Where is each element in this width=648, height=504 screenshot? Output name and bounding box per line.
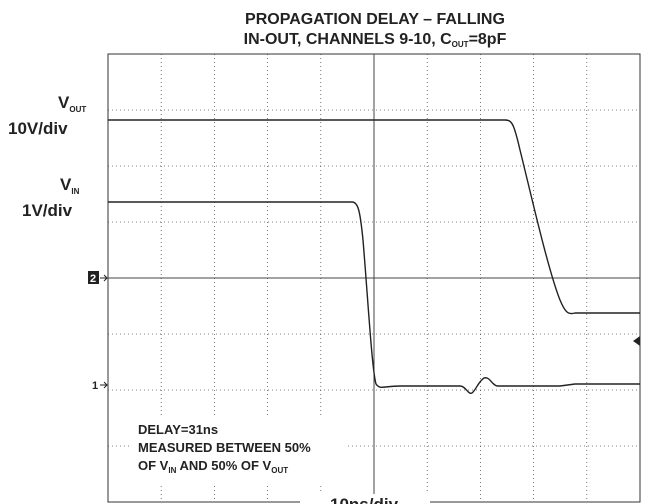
timebase-bg xyxy=(300,494,430,504)
ch2-box xyxy=(88,271,99,284)
title-tail: =8pF xyxy=(469,31,507,48)
annotation-1: DELAY=31ns xyxy=(138,422,218,437)
vin-trace xyxy=(108,201,640,394)
title-line-1: PROPAGATION DELAY – FALLING xyxy=(245,11,505,28)
annotation-2: MEASURED BETWEEN 50% xyxy=(138,440,311,455)
ann-c: AND 50% OF V xyxy=(176,458,271,473)
vin-sub: IN xyxy=(71,187,79,196)
ch2-arrow xyxy=(100,274,108,282)
ch2-marker: 2 xyxy=(90,273,96,285)
title-line-2: IN-OUT, CHANNELS 9-10, COUT=8pF xyxy=(244,31,507,49)
ann-d: OUT xyxy=(271,466,288,475)
vout-trace xyxy=(108,119,640,315)
vout-v: V xyxy=(58,93,70,112)
annotation-3: OF VIN AND 50% OF VOUT xyxy=(138,458,288,475)
vin-scale: 1V/div xyxy=(22,201,73,220)
ann-a: OF V xyxy=(138,458,169,473)
annotation-bg xyxy=(130,416,348,486)
timebase: 10ns/div xyxy=(330,495,399,504)
ch1-marker: 1 xyxy=(92,380,98,392)
vin-v: V xyxy=(60,175,72,194)
title-sub: OUT xyxy=(452,40,469,49)
trigger-arrow xyxy=(633,336,640,346)
vin-label: VIN xyxy=(60,175,80,196)
ann-b: IN xyxy=(168,466,176,475)
ch1-arrow xyxy=(100,381,108,389)
vout-label: VOUT xyxy=(58,93,86,114)
title-text: IN-OUT, CHANNELS 9-10, C xyxy=(244,31,452,48)
vout-sub: OUT xyxy=(69,105,86,114)
vout-scale: 10V/div xyxy=(8,119,68,138)
